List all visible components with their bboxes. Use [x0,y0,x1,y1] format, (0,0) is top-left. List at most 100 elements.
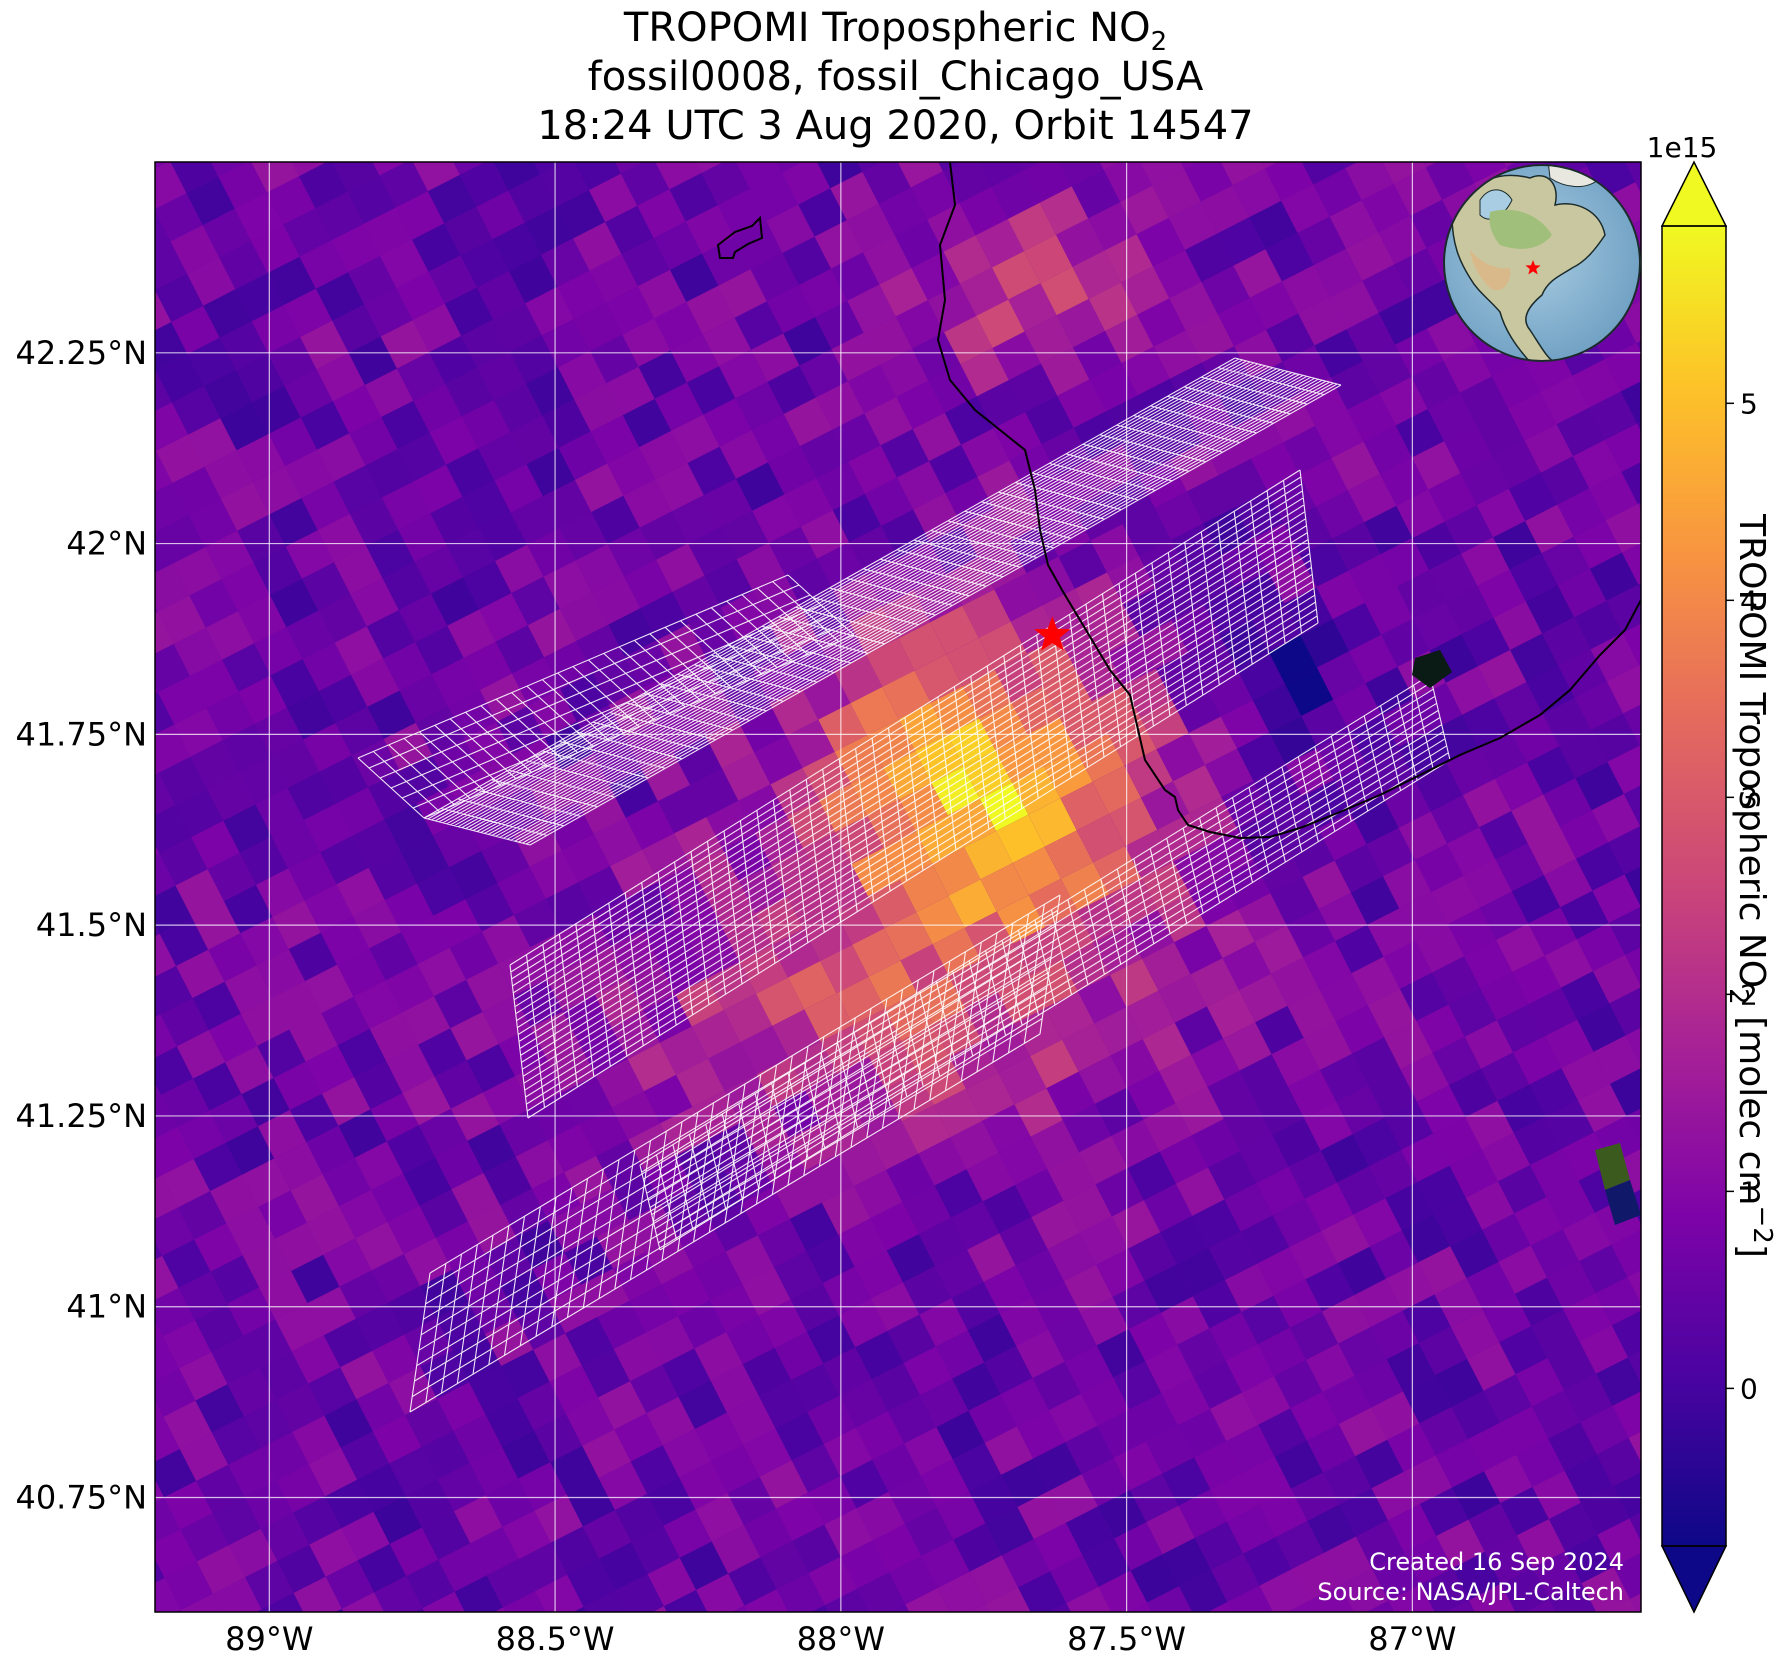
no2-pixel [308,1447,358,1497]
no2-pixel [1158,974,1207,1023]
no2-pixel [1313,248,1363,298]
no2-pixel [1152,89,1200,137]
no2-pixel [156,515,206,564]
no2-pixel [1338,1327,1387,1376]
no2-pixel [679,1541,729,1590]
no2-pixel [1417,1165,1466,1215]
no2-pixel [155,402,189,451]
no2-pixel [1290,1392,1339,1441]
globe-star-marker [1525,260,1541,275]
no2-pixel [435,1221,485,1270]
no2-pixel [662,1348,711,1397]
no2-pixel [1048,1313,1097,1362]
no2-pixel [1580,1405,1629,1455]
no2-pixel [155,1127,194,1176]
no2-pixel [385,964,434,1013]
no2-pixel [266,176,316,225]
no2-pixel [447,690,497,739]
no2-pixel [461,319,510,368]
no2-pixel [759,1460,808,1509]
no2-pixel [286,691,336,740]
no2-pixel [1303,1021,1353,1070]
no2-pixel [1208,1151,1257,1200]
no2-pixel [1180,1650,1228,1661]
no2-pixel [414,464,463,514]
no2-pixel [1622,542,1641,585]
no2-pixel [802,751,851,801]
no2-pixel [945,476,994,526]
no2-pixel [225,1126,275,1175]
no2-pixel [533,1413,583,1463]
no2-pixel [535,1574,584,1612]
no2-pixel [1427,312,1476,361]
no2-pixel [961,428,1010,477]
no2-pixel [836,976,885,1026]
colorbar-tick-label: 3 [1740,781,1758,814]
no2-pixel [1346,312,1395,362]
no2-pixel [1007,202,1057,252]
no2-pixel [743,1508,793,1558]
lon-tick-label: 87.5°W [1067,1620,1186,1658]
no2-pixel [516,1220,565,1270]
no2-pixel [993,412,1042,461]
no2-pixel [912,332,961,381]
no2-pixel [1223,1102,1273,1152]
axis-tick-labels: 89°W 88.5°W 88°W 87.5°W 87°W42.25°N42°N41.75… [15,334,1456,1658]
no2-pixel [243,1319,292,1368]
no2-pixel [1315,409,1364,459]
no2-pixel [815,381,865,430]
no2-pixel [450,1012,499,1061]
no2-pixel [1039,106,1088,154]
no2-pixel [773,1170,822,1219]
no2-pixel [1595,1277,1641,1326]
no2-pixel [1542,617,1591,666]
no2-pixel [172,466,221,516]
no2-pixel [1303,941,1352,990]
no2-pixel [399,674,448,723]
no2-pixel [433,899,482,948]
no2-pixel [486,1559,536,1608]
lat-tick-label: 42°N [66,525,147,563]
no2-pixel [1350,876,1400,925]
no2-pixel [352,900,402,949]
no2-pixel [1554,86,1602,134]
map-frame [154,161,1642,1613]
no2-pixel [722,752,771,801]
no2-pixel [1418,1246,1467,1295]
no2-pixel [1286,828,1335,877]
no2-pixel [1322,1375,1371,1425]
no2-pixel [469,1366,518,1415]
no2-pixel [588,93,637,141]
colorbar-extend-min [1660,1545,1728,1614]
no2-pixel [1289,1311,1339,1360]
no2-pixel [525,367,575,416]
target-pixel-meshes [357,357,1451,1413]
no2-pixel [837,1137,887,1187]
no2-pixel [1494,762,1544,811]
no2-pixel [1120,105,1169,153]
no2-pixel [1379,377,1428,426]
no2-pixel [579,1107,629,1156]
no2-pixel [1193,1280,1242,1329]
no2-pixel [1299,458,1348,507]
no2-pixel [878,107,926,155]
no2-pixel [1479,891,1529,940]
no2-pixel [369,932,418,981]
no2-pixel [1494,682,1543,731]
colorbar-tick-label: 0 [1740,1372,1758,1405]
colorbar-extend-max [1660,160,1728,227]
no2-pixel [575,544,624,593]
no2-pixel [1081,1458,1130,1507]
no2-pixel [105,97,153,145]
no2-pixel [952,1362,1001,1411]
no2-pixel [740,1106,790,1155]
no2-pixel [164,1561,214,1610]
no2-pixel [1378,216,1427,265]
no2-pixel [155,1083,161,1098]
small-lake-outline [716,215,764,259]
no2-pixel [920,1378,969,1428]
no2-pixel [292,1415,341,1465]
no2-pixel [1623,785,1641,827]
no2-pixel [1363,344,1412,394]
no2-pixel [598,1381,647,1430]
